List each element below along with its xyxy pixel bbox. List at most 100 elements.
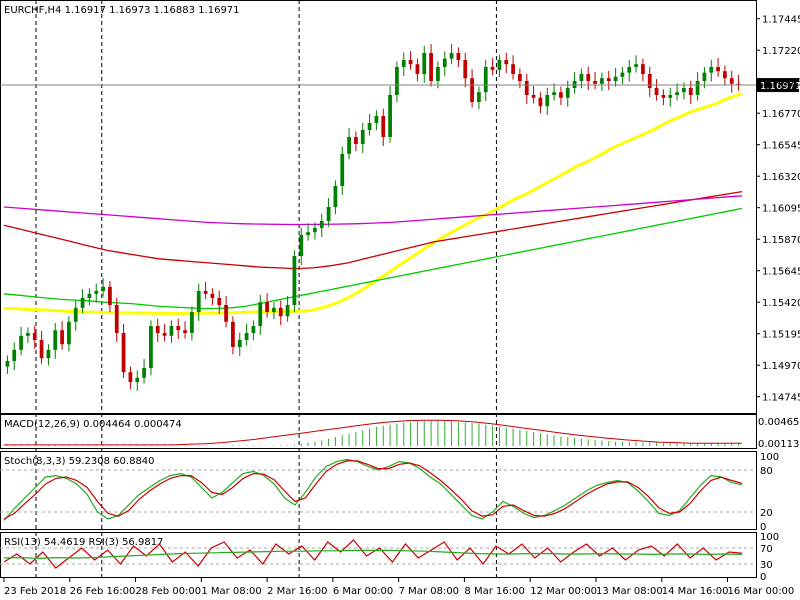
time-tick-label: 12 Mar 00:00 — [530, 586, 597, 597]
rsi-pane-frame — [0, 532, 757, 578]
oscillator-line — [3, 549, 743, 560]
time-tick-label: 2 Mar 16:00 — [267, 586, 327, 597]
moving-average-line — [3, 92, 743, 315]
candle-body — [675, 92, 679, 95]
candle-body — [586, 74, 591, 81]
price-tick-label: 1.15870 — [762, 235, 800, 246]
candle-body — [661, 95, 666, 98]
candle-body — [565, 88, 570, 98]
candle-body — [668, 95, 673, 98]
candle-body — [408, 60, 413, 65]
candle-body — [87, 293, 92, 298]
macd-title: MACD(12,26,9) 0.004464 0.000474 — [4, 419, 182, 430]
moving-average-line — [3, 190, 743, 270]
candle-body — [217, 298, 222, 305]
candle-body — [606, 78, 611, 81]
candle-body — [347, 137, 351, 154]
time-tick-label: 14 Mar 16:00 — [662, 586, 729, 597]
stoch-pane-frame — [0, 451, 757, 530]
candle-body — [682, 88, 686, 93]
candle-body — [367, 123, 372, 130]
rsi-title: RSI(13) 54.4619 RSI(3) 56.9817 — [4, 537, 163, 548]
candle-body — [340, 153, 345, 186]
candle-body — [169, 326, 174, 336]
macd-tick-label: 0.001138 — [758, 439, 800, 450]
candle-body — [374, 116, 379, 123]
candle-body — [210, 293, 215, 298]
rsi-tick-label: 30 — [760, 560, 773, 571]
candle-body — [258, 302, 263, 326]
candle-body — [483, 67, 488, 93]
candle-body — [360, 130, 365, 144]
time-tick-label: 26 Feb 16:00 — [70, 586, 136, 597]
candle-body — [695, 81, 700, 95]
candle-body — [559, 92, 563, 98]
price-tick-label: 1.16770 — [762, 109, 800, 120]
candle-body — [497, 60, 502, 70]
price-tick-label: 1.15420 — [762, 298, 800, 309]
candle-body — [32, 333, 37, 340]
candle-body — [251, 326, 256, 333]
candle-body — [634, 64, 638, 67]
stoch-tick-label: 20 — [760, 508, 773, 519]
candle-body — [265, 302, 269, 312]
candle-body — [436, 67, 440, 81]
moving-average-line — [3, 207, 743, 310]
candle-body — [176, 326, 181, 331]
time-tick-label: 7 Mar 08:00 — [399, 586, 459, 597]
candle-body — [354, 137, 358, 144]
candle-body — [80, 298, 85, 308]
candle-body — [518, 74, 522, 81]
candle-body — [654, 88, 659, 95]
candle-body — [723, 71, 727, 79]
rsi-tick-label: 100 — [760, 532, 779, 543]
time-tick-label: 16 Mar 00:00 — [728, 586, 795, 597]
candle-body — [272, 307, 276, 312]
price-chart-title: EURCHF,H4 1.16917 1.16973 1.16883 1.1697… — [4, 5, 240, 16]
candle-body — [244, 333, 249, 340]
price-pane-frame — [0, 0, 757, 414]
candle-body — [504, 60, 509, 65]
macd-tick-label: 0.004656 — [758, 417, 800, 428]
candle-body — [442, 58, 447, 67]
candle-body — [579, 74, 584, 81]
candle-body — [429, 53, 433, 81]
candle-body — [319, 221, 324, 228]
candle-body — [401, 60, 406, 67]
candle-body — [183, 330, 187, 333]
current-price-line-group: 1.16971 — [0, 78, 800, 93]
candle-body — [490, 67, 495, 70]
candle-body — [128, 372, 133, 382]
candlesticks — [5, 44, 741, 391]
time-tick-label: 6 Mar 00:00 — [333, 586, 393, 597]
candle-body — [388, 95, 392, 137]
candle-body — [326, 207, 331, 221]
price-tick-label: 1.15645 — [762, 267, 800, 278]
period-separators — [35, 0, 497, 578]
candle-body — [196, 291, 201, 312]
time-tick-label: 28 Feb 00:00 — [136, 586, 202, 597]
candle-body — [688, 88, 693, 95]
candle-body — [39, 340, 44, 359]
candle-body — [422, 53, 427, 74]
candle-body — [381, 116, 386, 137]
candle-body — [477, 92, 481, 102]
candle-body — [415, 64, 420, 74]
candle-body — [702, 72, 707, 81]
time-tick-label: 23 Feb 2018 — [4, 586, 66, 597]
candle-body — [736, 83, 741, 86]
macd-signal-line — [4, 419, 742, 446]
macd-histogram: 0.004656 0.001138 — [4, 417, 800, 450]
candle-body — [470, 78, 474, 102]
candle-body — [285, 305, 290, 317]
candle-body — [101, 286, 105, 291]
macd-pane-frame — [0, 414, 757, 449]
time-axis: 23 Feb 2018 26 Feb 16:00 28 Feb 00:00 1 Mar… — [3, 578, 795, 597]
candle-body — [224, 305, 228, 322]
candle-body — [627, 67, 632, 73]
current-price-label: 1.16971 — [760, 81, 800, 92]
price-tick-label: 1.16545 — [762, 141, 800, 152]
candle-body — [292, 256, 297, 305]
